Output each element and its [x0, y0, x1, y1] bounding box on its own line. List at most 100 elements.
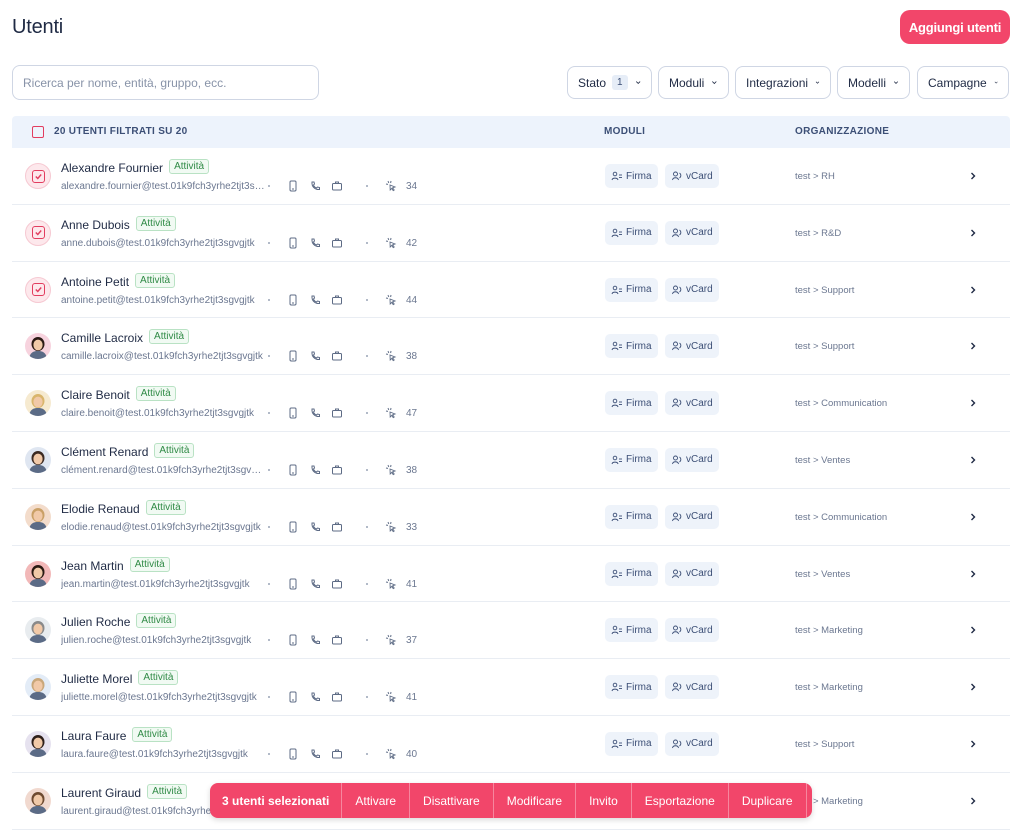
organization-path: test > Ventes — [795, 568, 851, 580]
action-esportazione[interactable]: Esportazione — [632, 783, 729, 818]
table-row[interactable]: Claire Benoit Attività claire.benoit@tes… — [12, 375, 1010, 432]
user-name[interactable]: Anne Dubois — [61, 217, 130, 232]
table-row[interactable]: Anne Dubois Attività anne.dubois@test.01… — [12, 205, 1010, 262]
module-chip-firma[interactable]: Firma — [605, 447, 658, 472]
add-users-button[interactable]: Aggiungi utenti — [900, 10, 1010, 44]
user-name[interactable]: Alexandre Fournier — [61, 161, 164, 175]
module-chip-vcard[interactable]: vCard — [665, 618, 719, 643]
filter-campagne[interactable]: Campagne — [917, 66, 1009, 99]
vcard-icon — [672, 171, 682, 181]
separator-dot — [366, 412, 368, 415]
chevron-right-icon[interactable] — [968, 398, 978, 408]
more-actions-icon[interactable] — [807, 783, 812, 818]
filter-modelli[interactable]: Modelli — [837, 66, 910, 99]
user-email: julien.roche@test.01k9fch3yrhe2tjt3sgvgj… — [61, 635, 252, 647]
module-chip-vcard[interactable]: vCard — [665, 277, 719, 302]
user-name[interactable]: Jean Martin — [61, 558, 124, 573]
row-checkbox[interactable] — [25, 276, 51, 303]
click-count: 47 — [406, 408, 418, 420]
module-chip-vcard[interactable]: vCard — [665, 561, 719, 586]
user-email: alexandre.fournier@test.01k9fch3yrhe2tjt… — [61, 181, 265, 192]
filter-integrazioni[interactable]: Integrazioni — [735, 66, 831, 99]
table-row[interactable]: Laura Faure Attività laura.faure@test.01… — [12, 716, 1010, 773]
module-chip-firma[interactable]: Firma — [605, 334, 658, 359]
organization-path: test > Communication — [795, 398, 888, 410]
user-name[interactable]: Laurent Giraud — [61, 785, 142, 800]
action-duplicare[interactable]: Duplicare — [729, 783, 807, 818]
user-name[interactable]: Camille Lacroix — [61, 331, 144, 346]
table-row[interactable]: Alexandre Fournier Attività alexandre.fo… — [12, 148, 1010, 205]
chevron-right-icon[interactable] — [968, 285, 978, 295]
click-icon — [385, 578, 397, 589]
separator-dot — [268, 298, 270, 301]
module-chip-vcard[interactable]: vCard — [665, 164, 719, 188]
user-name[interactable]: Claire Benoit — [61, 388, 130, 403]
user-email: elodie.renaud@test.01k9fch3yrhe2tjt3sgvg… — [61, 521, 261, 533]
phone-icon — [311, 351, 320, 361]
user-name[interactable]: Julien Roche — [61, 615, 131, 630]
select-all-checkbox[interactable] — [32, 126, 44, 138]
module-chip-firma[interactable]: Firma — [605, 504, 658, 529]
action-attivare[interactable]: Attivare — [342, 783, 411, 818]
module-chip-vcard[interactable]: vCard — [665, 731, 719, 756]
table-row[interactable]: Jean Martin Attività jean.martin@test.01… — [12, 546, 1010, 603]
module-chip-vcard[interactable]: vCard — [665, 675, 719, 700]
module-chip-vcard[interactable]: vCard — [665, 220, 719, 245]
user-name[interactable]: Laura Faure — [61, 728, 127, 743]
filter-moduli[interactable]: Moduli — [658, 66, 729, 99]
table-row[interactable]: Elodie Renaud Attività elodie.renaud@tes… — [12, 489, 1010, 546]
separator-dot — [268, 241, 270, 244]
chevron-right-icon[interactable] — [968, 455, 978, 465]
module-chip-vcard[interactable]: vCard — [665, 447, 719, 472]
action-invito[interactable]: Invito — [576, 783, 632, 818]
module-chip-firma[interactable]: Firma — [605, 391, 658, 416]
user-name[interactable]: Elodie Renaud — [61, 501, 140, 516]
chevron-right-icon[interactable] — [968, 739, 978, 749]
module-chip-firma[interactable]: Firma — [605, 675, 658, 700]
module-chip-vcard[interactable]: vCard — [665, 334, 719, 359]
click-count: 33 — [406, 521, 418, 533]
click-icon — [385, 237, 397, 249]
table-row[interactable]: Julien Roche Attività julien.roche@test.… — [12, 602, 1010, 660]
row-checkbox[interactable] — [25, 163, 51, 189]
chevron-right-icon[interactable] — [968, 341, 978, 351]
module-chip-vcard[interactable]: vCard — [665, 391, 719, 416]
table-row[interactable]: Clément Renard Attività clément.renard@t… — [12, 432, 1010, 489]
user-name[interactable]: Antoine Petit — [61, 274, 130, 289]
chevron-right-icon[interactable] — [968, 171, 978, 181]
chevron-right-icon[interactable] — [968, 512, 978, 522]
organization-path: test > Marketing — [795, 625, 863, 637]
table-row[interactable]: Juliette Morel Attività juliette.morel@t… — [12, 659, 1010, 716]
module-chip-firma[interactable]: Firma — [605, 164, 658, 188]
module-chip-vcard[interactable]: vCard — [665, 504, 719, 529]
table-row[interactable]: Camille Lacroix Attività camille.lacroix… — [12, 318, 1010, 376]
avatar — [25, 560, 51, 587]
action-disattivare[interactable]: Disattivare — [410, 783, 494, 818]
organization-path: test > Marketing — [795, 682, 863, 694]
chevron-right-icon[interactable] — [968, 625, 978, 635]
signature-icon — [611, 171, 622, 181]
chevron-right-icon[interactable] — [968, 682, 978, 692]
briefcase-icon — [332, 749, 342, 759]
user-name[interactable]: Clément Renard — [61, 444, 149, 459]
chevron-right-icon[interactable] — [968, 228, 978, 238]
mobile-icon — [289, 691, 297, 703]
selected-count-label: 3 utenti selezionati — [210, 783, 343, 818]
search-input[interactable]: Ricerca per nome, entità, gruppo, ecc. — [12, 65, 319, 100]
module-chip-firma[interactable]: Firma — [605, 561, 658, 586]
table-row[interactable]: Antoine Petit Attività antoine.petit@tes… — [12, 262, 1010, 319]
module-chip-firma[interactable]: Firma — [605, 618, 658, 643]
filter-stato[interactable]: Stato 1 — [567, 66, 652, 99]
module-chip-firma[interactable]: Firma — [605, 220, 658, 245]
chevron-right-icon[interactable] — [968, 796, 978, 806]
action-modificare[interactable]: Modificare — [494, 783, 577, 818]
chevron-right-icon[interactable] — [968, 569, 978, 579]
vcard-icon — [672, 569, 682, 578]
module-chip-firma[interactable]: Firma — [605, 277, 658, 302]
row-checkbox[interactable] — [25, 219, 51, 246]
click-icon — [385, 408, 397, 419]
organization-path: test > Support — [795, 341, 855, 353]
module-chip-firma[interactable]: Firma — [605, 731, 658, 756]
mobile-icon — [289, 407, 297, 419]
user-name[interactable]: Juliette Morel — [61, 672, 133, 687]
